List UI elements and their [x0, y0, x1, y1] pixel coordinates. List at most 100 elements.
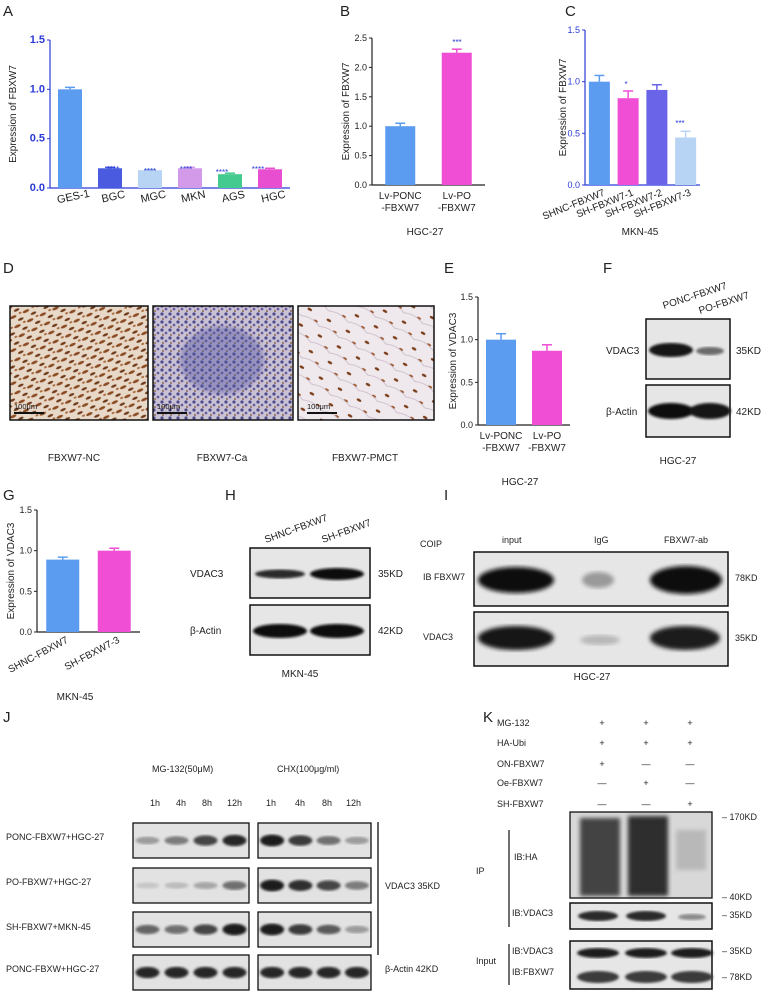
cell-label-g: MKN-45: [57, 692, 94, 703]
ytick-label-b-0: 0.0: [354, 180, 367, 190]
col-i-ab: FBXW7-ab: [664, 535, 708, 545]
mark-k-4-3: —: [686, 778, 695, 788]
cond-k-1: MG-132: [497, 718, 530, 728]
row-f-vdac3: VDAC3: [606, 346, 640, 357]
band-j-3-4: [260, 966, 285, 979]
xtick-label-e-1-1: -FBXW7: [528, 443, 566, 454]
row-j-3: SH-FBXW7+MKN-45: [6, 922, 91, 932]
kd-k-40: – 40KD: [722, 892, 753, 902]
band-i-vdac3-igg: [580, 635, 620, 645]
kd-i-fbxw7: 78KD: [735, 573, 758, 583]
kd-i-vdac3: 35KD: [735, 633, 758, 643]
ihc-image-nc: [9, 305, 149, 421]
mark-k-1-2: +: [643, 718, 648, 728]
row-j-4: PONC-FBXW+HGC-27: [6, 964, 99, 974]
band-j-3-0: [135, 966, 160, 979]
band-j-2-5: [288, 924, 313, 935]
xtick-label-a-4: AGS: [221, 189, 246, 206]
ytick-label-a-1: 0.5: [30, 133, 45, 145]
bar-c-3: [675, 137, 697, 185]
band-j-0-4: [260, 834, 285, 847]
ytick-label-e-0: 0.0: [460, 420, 473, 430]
band-i-vdac3-ab: [650, 626, 720, 650]
band-k-in-fbxw7-3: [671, 971, 713, 983]
cell-label-b: HGC-27: [407, 227, 444, 238]
xtick-label-b-1-1: -FBXW7: [438, 203, 476, 214]
stars-a-4: ****: [216, 168, 228, 177]
panel-letter-a: A: [3, 3, 13, 20]
band-j-3-7: [344, 966, 369, 979]
time-2: 4h: [176, 798, 186, 808]
chx-label: CHX(100μg/ml): [277, 764, 339, 774]
xtick-label-g-1: SH-FBXW7-3: [63, 635, 122, 673]
xtick-label-b-0-1: -FBXW7: [381, 203, 419, 214]
panel-letter-e: E: [444, 260, 454, 277]
lane-h-1: SHNC-FBXW7: [263, 513, 329, 546]
mark-k-3-2: —: [642, 759, 651, 769]
band-k-in-vdac-2: [625, 948, 667, 958]
cond-k-3: ON-FBXW7: [497, 759, 545, 769]
ihc-label-pmct: FBXW7-PMCT: [332, 453, 398, 464]
xtick-label-b-1-0: Lv-PO: [443, 191, 472, 202]
band-j-3-6: [316, 966, 341, 979]
stars-a-3: ****: [180, 165, 192, 174]
ihc-image-pmct: [297, 305, 435, 421]
band-j-1-7: [344, 881, 369, 890]
band-j-3-2: [193, 966, 218, 979]
band-k-in-fbxw7-1: [577, 971, 619, 983]
xtick-label-e-0-1: -FBXW7: [482, 443, 520, 454]
kd-h-actin: 42KD: [378, 626, 403, 637]
smear-k-lane3: [676, 830, 706, 870]
row-j-2: PO-FBXW7+HGC-27: [6, 877, 91, 887]
ytick-label-g-0: 0.0: [19, 627, 32, 637]
ytick-label-g-1: 0.5: [19, 586, 32, 596]
band-j-0-2: [193, 835, 218, 846]
cell-label-e: HGC-27: [502, 477, 539, 488]
mark-k-2-1: +: [599, 738, 604, 748]
band-j-1-5: [288, 880, 313, 891]
ytick-label-c-2: 1.0: [567, 77, 580, 87]
chart-a: 0.0 0.5 1.0 1.5 Expression of FBXW7 GES-1 BGC M…: [8, 34, 290, 206]
stars-c-3: ***: [675, 119, 684, 128]
ytick-label-c-1: 0.5: [567, 128, 580, 138]
band-j-1-3: [222, 881, 247, 890]
time-4: 12h: [227, 798, 242, 808]
scale-label-ca: 100μm: [157, 402, 180, 411]
stars-a-1: ****: [107, 165, 119, 174]
band-k-in-vdac-3: [671, 948, 713, 958]
ylabel-c: Expression of FBXW7: [558, 58, 569, 156]
mg132-label: MG-132(50μM): [152, 764, 213, 774]
ytick-label-c-3: 1.5: [567, 25, 580, 35]
ib-ha-label: IB:HA: [514, 852, 538, 862]
ib-vdac3-label: IB:VDAC3: [512, 908, 553, 918]
mark-k-2-2: +: [643, 738, 648, 748]
ytick-label-c-0: 0.0: [567, 180, 580, 190]
xtick-label-a-2: MGC: [140, 189, 168, 206]
ytick-label-g-2: 1.0: [19, 546, 32, 556]
band-h-actin-2: [310, 624, 364, 638]
row-h-vdac3: VDAC3: [190, 569, 224, 580]
band-j-1-6: [316, 880, 341, 891]
bar-g-1: [97, 550, 131, 632]
band-h-vdac3-1: [255, 569, 305, 579]
mark-k-4-1: —: [598, 778, 607, 788]
cond-k-2: HA-Ubi: [497, 738, 526, 748]
ylabel-b: Expression of FBXW7: [341, 62, 352, 160]
bar-e-1: [532, 350, 562, 425]
vdac-kd-j: VDAC3 35KD: [385, 881, 441, 891]
cond-k-4: Oe-FBXW7: [497, 778, 543, 788]
band-j-0-3: [222, 834, 247, 847]
xtick-label-a-1: BGC: [100, 189, 126, 206]
band-f-vdac3-2: [696, 347, 724, 355]
xtick-label-a-0: GES-1: [56, 188, 91, 207]
band-j-0-6: [316, 836, 341, 845]
ytick-label-b-2: 1.0: [354, 121, 367, 131]
band-j-3-1: [164, 966, 189, 979]
ylabel-g: Expression of VDAC3: [6, 522, 17, 619]
band-j-2-3: [222, 923, 247, 936]
ib-fbxw7-input-label: IB:FBXW7: [512, 967, 554, 977]
band-i-vdac3-input: [478, 626, 554, 650]
xtick-label-e-0-0: Lv-PONC: [480, 431, 523, 442]
mark-k-1-1: +: [599, 718, 604, 728]
